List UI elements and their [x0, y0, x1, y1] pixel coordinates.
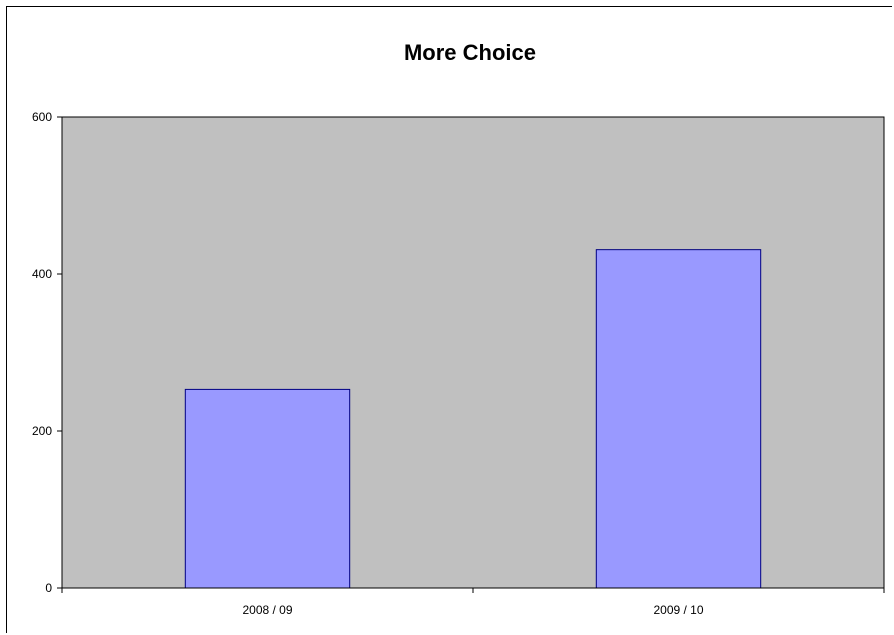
- y-tick-label-1: 200: [32, 424, 52, 438]
- bar-1: [595, 249, 762, 589]
- y-tick-labels: 0 200 400 600: [32, 110, 52, 595]
- bar-0: [184, 388, 351, 589]
- x-tick-labels: 2008 / 09 2009 / 10: [242, 603, 703, 617]
- x-tick-label-1: 2009 / 10: [653, 603, 703, 617]
- axes-group: [57, 116, 885, 593]
- chart-title: More Choice: [404, 40, 536, 65]
- y-tick-label-0: 0: [45, 581, 52, 595]
- y-tick-label-3: 600: [32, 110, 52, 124]
- x-tick-label-0: 2008 / 09: [242, 603, 292, 617]
- y-tick-label-2: 400: [32, 267, 52, 281]
- bars-group: [184, 249, 762, 589]
